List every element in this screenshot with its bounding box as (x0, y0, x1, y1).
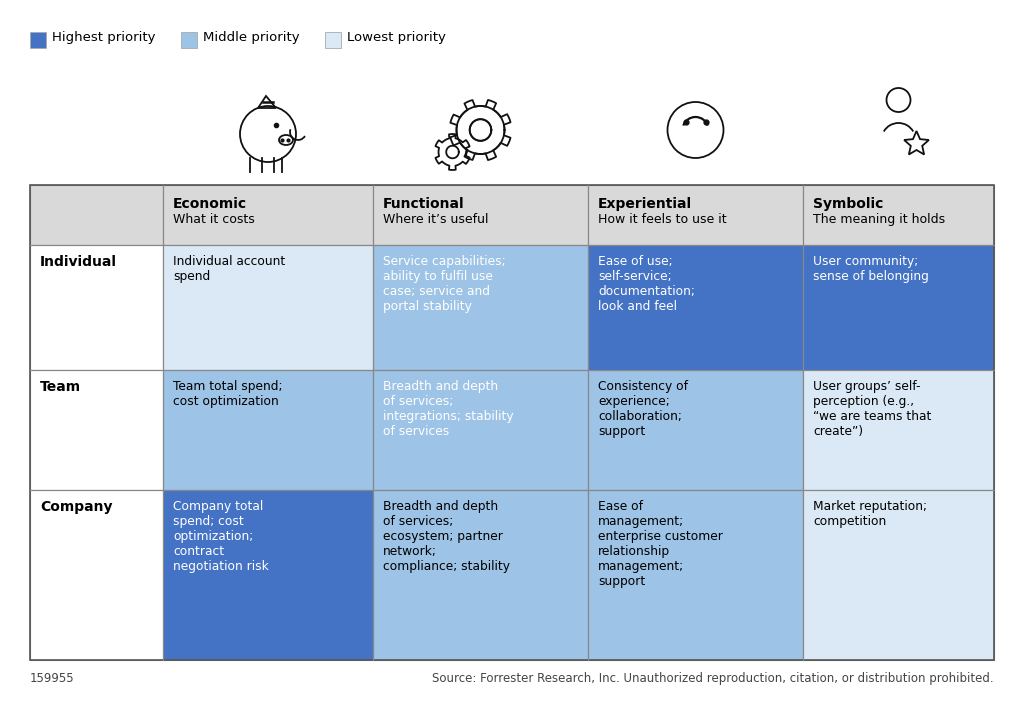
Text: Functional: Functional (383, 197, 465, 211)
Text: Market reputation;
competition: Market reputation; competition (813, 500, 927, 528)
Bar (803, 370, 994, 490)
Bar (30, 185, 994, 660)
Bar (588, 185, 803, 245)
Text: Middle priority: Middle priority (203, 31, 300, 44)
Bar (163, 245, 373, 370)
Bar (326, 32, 341, 48)
Text: Team: Team (40, 380, 81, 394)
Text: User community;
sense of belonging: User community; sense of belonging (813, 255, 929, 283)
Text: Breadth and depth
of services;
integrations; stability
of services: Breadth and depth of services; integrati… (383, 380, 514, 438)
Text: What it costs: What it costs (173, 213, 255, 226)
Text: Symbolic: Symbolic (813, 197, 884, 211)
Text: Economic: Economic (173, 197, 247, 211)
Text: Individual: Individual (40, 255, 117, 269)
Text: Consistency of
experience;
collaboration;
support: Consistency of experience; collaboration… (598, 380, 688, 438)
Text: 159955: 159955 (30, 672, 75, 685)
Bar (588, 370, 803, 490)
Text: The meaning it holds: The meaning it holds (813, 213, 945, 226)
Bar (373, 245, 588, 370)
Text: Lowest priority: Lowest priority (347, 31, 446, 44)
Bar (373, 185, 588, 245)
Text: How it feels to use it: How it feels to use it (598, 213, 727, 226)
Bar (163, 185, 373, 245)
Bar (30, 490, 163, 660)
Text: Individual account
spend: Individual account spend (173, 255, 286, 283)
Bar (181, 32, 198, 48)
Text: Team total spend;
cost optimization: Team total spend; cost optimization (173, 380, 283, 408)
Text: Service capabilities;
ability to fulfil use
case; service and
portal stability: Service capabilities; ability to fulfil … (383, 255, 506, 313)
Bar (803, 245, 994, 370)
Bar (373, 490, 588, 660)
Bar (803, 490, 994, 660)
Text: Company total
spend; cost
optimization;
contract
negotiation risk: Company total spend; cost optimization; … (173, 500, 268, 573)
Text: Experiential: Experiential (598, 197, 692, 211)
Bar (30, 370, 163, 490)
Bar (30, 245, 163, 370)
Text: Source: Forrester Research, Inc. Unauthorized reproduction, citation, or distrib: Source: Forrester Research, Inc. Unautho… (432, 672, 994, 685)
Text: User groups’ self-
perception (e.g.,
“we are teams that
create”): User groups’ self- perception (e.g., “we… (813, 380, 932, 438)
Text: Ease of use;
self-service;
documentation;
look and feel: Ease of use; self-service; documentation… (598, 255, 695, 313)
Bar (163, 370, 373, 490)
Bar (373, 370, 588, 490)
Bar (163, 490, 373, 660)
Bar (30, 185, 163, 245)
Bar (588, 490, 803, 660)
Text: Ease of
management;
enterprise customer
relationship
management;
support: Ease of management; enterprise customer … (598, 500, 723, 588)
Bar (803, 185, 994, 245)
Bar (588, 245, 803, 370)
Text: Company: Company (40, 500, 113, 514)
Text: Where it’s useful: Where it’s useful (383, 213, 488, 226)
Text: Breadth and depth
of services;
ecosystem; partner
network;
compliance; stability: Breadth and depth of services; ecosystem… (383, 500, 510, 573)
Bar (30, 32, 46, 48)
Text: Highest priority: Highest priority (52, 31, 156, 44)
